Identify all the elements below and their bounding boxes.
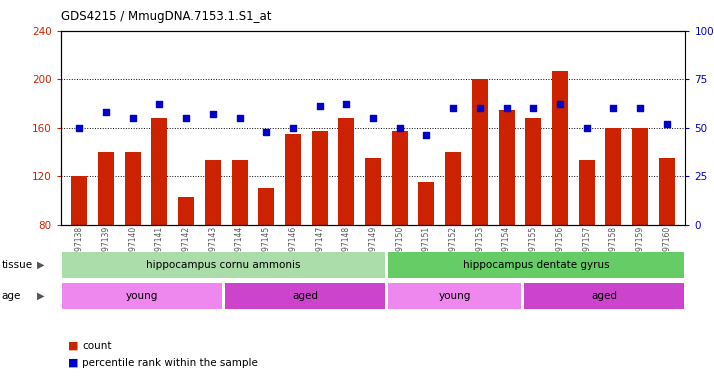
Bar bbox=[338, 118, 354, 225]
Point bbox=[207, 111, 218, 117]
FancyBboxPatch shape bbox=[388, 283, 521, 309]
Point bbox=[74, 125, 85, 131]
Point bbox=[341, 101, 352, 108]
Point bbox=[261, 129, 272, 135]
Point bbox=[634, 105, 645, 111]
Bar bbox=[231, 161, 248, 225]
Text: ■: ■ bbox=[68, 341, 79, 351]
Bar bbox=[258, 188, 274, 225]
Point bbox=[314, 103, 326, 109]
Bar bbox=[578, 161, 595, 225]
FancyBboxPatch shape bbox=[225, 283, 386, 309]
Text: ▶: ▶ bbox=[37, 291, 45, 301]
Point bbox=[234, 115, 246, 121]
Text: hippocampus dentate gyrus: hippocampus dentate gyrus bbox=[463, 260, 609, 270]
Text: hippocampus cornu ammonis: hippocampus cornu ammonis bbox=[146, 260, 301, 270]
Bar bbox=[526, 118, 541, 225]
Bar bbox=[632, 128, 648, 225]
Point bbox=[661, 121, 673, 127]
Point bbox=[421, 132, 432, 139]
Point bbox=[101, 109, 112, 115]
Point bbox=[501, 105, 512, 111]
Bar bbox=[365, 158, 381, 225]
Point bbox=[474, 105, 486, 111]
Text: ▶: ▶ bbox=[37, 260, 45, 270]
Bar bbox=[605, 128, 621, 225]
Point bbox=[528, 105, 539, 111]
Bar bbox=[205, 161, 221, 225]
Point bbox=[287, 125, 298, 131]
Text: ■: ■ bbox=[68, 358, 79, 368]
Bar bbox=[71, 176, 87, 225]
Point bbox=[581, 125, 593, 131]
Bar bbox=[178, 197, 194, 225]
Bar bbox=[311, 131, 328, 225]
Bar bbox=[285, 134, 301, 225]
Point bbox=[181, 115, 192, 121]
Bar bbox=[498, 109, 515, 225]
Text: young: young bbox=[126, 291, 159, 301]
FancyBboxPatch shape bbox=[524, 283, 684, 309]
Text: age: age bbox=[1, 291, 21, 301]
Bar bbox=[445, 152, 461, 225]
Bar bbox=[98, 152, 114, 225]
Text: young: young bbox=[438, 291, 471, 301]
Text: GDS4215 / MmugDNA.7153.1.S1_at: GDS4215 / MmugDNA.7153.1.S1_at bbox=[61, 10, 271, 23]
FancyBboxPatch shape bbox=[62, 252, 386, 278]
Text: percentile rank within the sample: percentile rank within the sample bbox=[82, 358, 258, 368]
Point bbox=[394, 125, 406, 131]
Text: aged: aged bbox=[591, 291, 617, 301]
FancyBboxPatch shape bbox=[62, 283, 222, 309]
Point bbox=[127, 115, 139, 121]
Point bbox=[448, 105, 459, 111]
Bar bbox=[472, 79, 488, 225]
Bar bbox=[151, 118, 168, 225]
Text: count: count bbox=[82, 341, 111, 351]
Bar bbox=[418, 182, 435, 225]
Text: tissue: tissue bbox=[1, 260, 33, 270]
FancyBboxPatch shape bbox=[388, 252, 684, 278]
Point bbox=[608, 105, 619, 111]
Bar bbox=[659, 158, 675, 225]
Point bbox=[554, 101, 565, 108]
Bar bbox=[392, 131, 408, 225]
Point bbox=[367, 115, 378, 121]
Bar bbox=[125, 152, 141, 225]
Point bbox=[154, 101, 165, 108]
Text: aged: aged bbox=[292, 291, 318, 301]
Bar bbox=[552, 71, 568, 225]
